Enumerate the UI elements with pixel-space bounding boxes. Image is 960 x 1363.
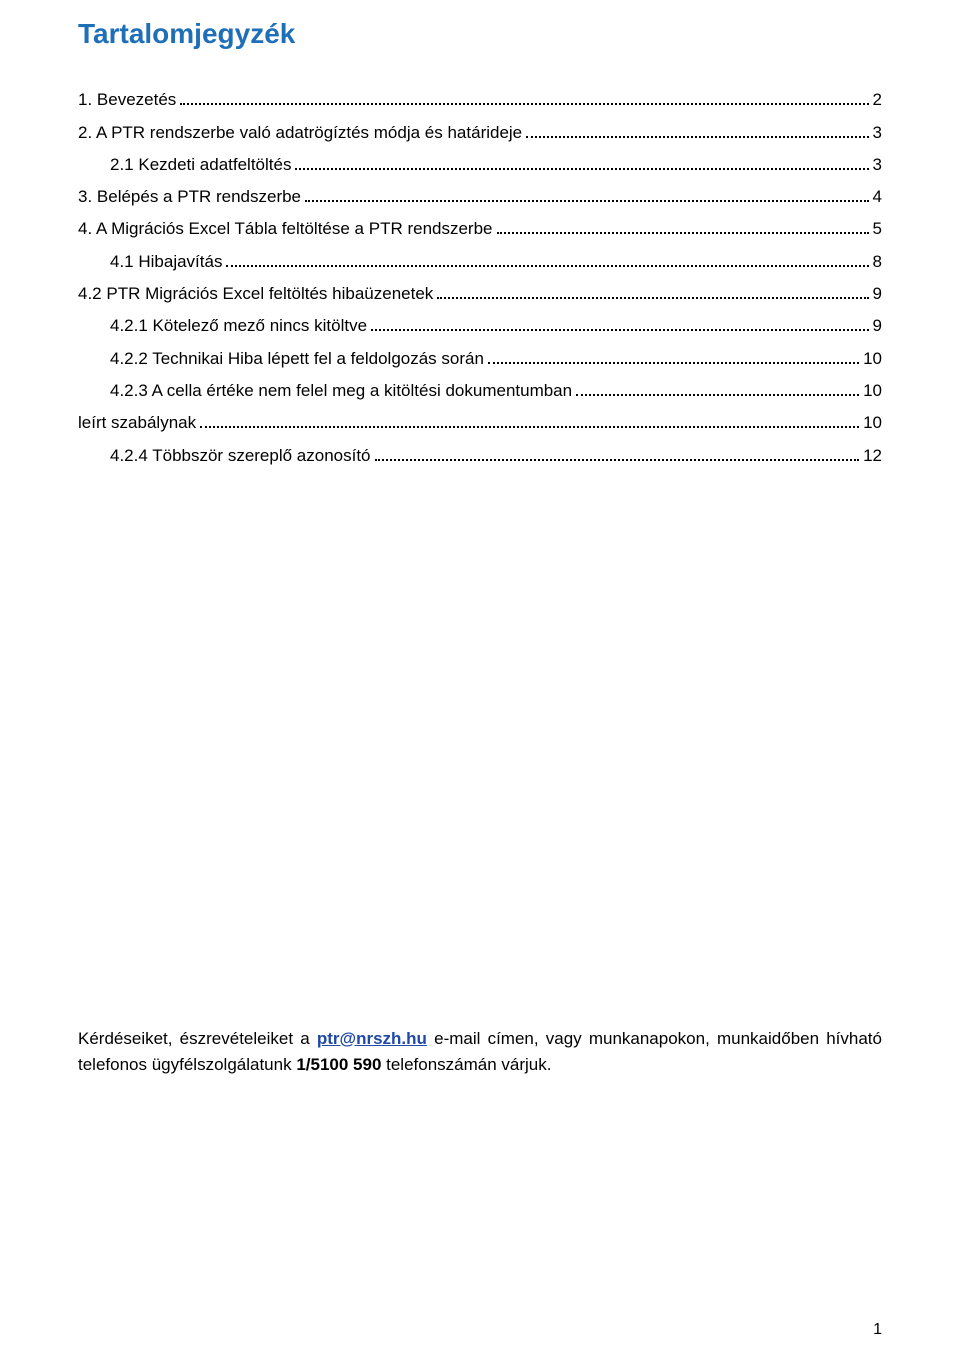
toc-entry-page: 10 [863,381,882,401]
toc-entry[interactable]: 4.2.4 Többször szereplő azonosító 12 [78,445,882,465]
toc-leader-dots [226,251,868,266]
toc-entry-label: leírt szabálynak [78,413,196,433]
toc-entry-page: 4 [873,187,882,207]
toc-entry-label: 1. Bevezetés [78,90,176,110]
toc-entry-page: 8 [873,252,882,272]
toc-entry-page: 9 [873,316,882,336]
toc-leader-dots [295,155,868,170]
toc-entry[interactable]: 4.2.3 A cella értéke nem felel meg a kit… [78,381,882,401]
toc-entry[interactable]: 4.2.1 Kötelező mező nincs kitöltve 9 [78,316,882,336]
footer-text-post: telefonszámán várjuk. [381,1055,551,1074]
toc-entry-label: 2.1 Kezdeti adatfeltöltés [110,155,291,175]
footer-text-pre: Kérdéseiket, észrevételeiket a [78,1029,317,1048]
contact-phone: 1/5100 590 [296,1055,381,1074]
contact-email-link[interactable]: ptr@nrszh.hu [317,1029,427,1048]
toc-leader-dots [437,284,868,299]
toc-entry-page: 10 [863,349,882,369]
toc-entry[interactable]: 4.2 PTR Migrációs Excel feltöltés hibaüz… [78,284,882,304]
toc-leader-dots [200,413,859,428]
toc-entry-label: 2. A PTR rendszerbe való adatrögíztés mó… [78,123,522,143]
toc-leader-dots [576,381,859,396]
toc-entry[interactable]: 4.1 Hibajavítás 8 [78,251,882,271]
toc-entry-label: 4.2 PTR Migrációs Excel feltöltés hibaüz… [78,284,433,304]
toc-leader-dots [497,219,869,234]
toc-entry[interactable]: 4. A Migrációs Excel Tábla feltöltése a … [78,219,882,239]
toc-entry[interactable]: 3. Belépés a PTR rendszerbe 4 [78,187,882,207]
toc-entry-page: 10 [863,413,882,433]
toc-entry-label: 3. Belépés a PTR rendszerbe [78,187,301,207]
contact-paragraph: Kérdéseiket, észrevételeiket a ptr@nrszh… [78,1026,882,1079]
table-of-contents: 1. Bevezetés 2 2. A PTR rendszerbe való ad… [78,90,882,466]
document-page: Tartalomjegyzék 1. Bevezetés 2 2. A PTR re… [0,0,960,1363]
toc-entry-label: 4.1 Hibajavítás [110,252,222,272]
toc-entry-page: 9 [873,284,882,304]
page-title: Tartalomjegyzék [78,18,882,50]
toc-leader-dots [180,90,868,105]
toc-entry[interactable]: 2. A PTR rendszerbe való adatrögíztés mó… [78,122,882,142]
toc-leader-dots [526,122,868,137]
toc-leader-dots [371,316,869,331]
toc-entry-page: 12 [863,446,882,466]
toc-entry[interactable]: 4.2.2 Technikai Hiba lépett fel a feldol… [78,348,882,368]
toc-entry-label: 4. A Migrációs Excel Tábla feltöltése a … [78,219,493,239]
toc-entry-page: 5 [873,219,882,239]
toc-entry[interactable]: 2.1 Kezdeti adatfeltöltés 3 [78,155,882,175]
toc-leader-dots [375,445,860,460]
page-number: 1 [873,1321,882,1339]
toc-entry-label: 4.2.1 Kötelező mező nincs kitöltve [110,316,367,336]
toc-entry-page: 3 [873,155,882,175]
toc-leader-dots [305,187,869,202]
toc-entry-label: 4.2.2 Technikai Hiba lépett fel a feldol… [110,349,484,369]
toc-entry[interactable]: leírt szabálynak 10 [78,413,882,433]
toc-entry-label: 4.2.4 Többször szereplő azonosító [110,446,371,466]
toc-entry-label: 4.2.3 A cella értéke nem felel meg a kit… [110,381,572,401]
toc-entry[interactable]: 1. Bevezetés 2 [78,90,882,110]
toc-leader-dots [488,348,859,363]
toc-entry-page: 3 [873,123,882,143]
toc-entry-page: 2 [873,90,882,110]
